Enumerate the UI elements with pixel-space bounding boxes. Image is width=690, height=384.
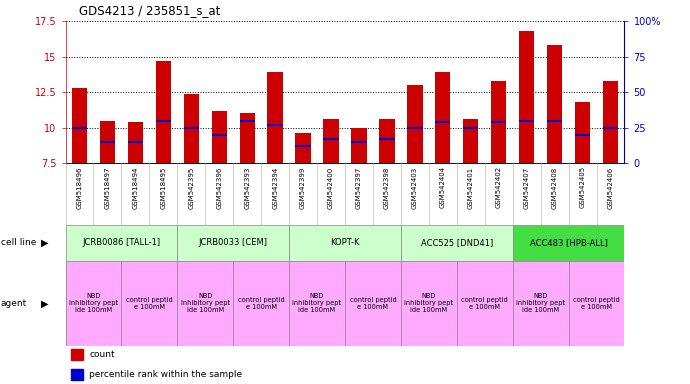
Bar (66, 261, 121, 346)
Text: JCRB0086 [TALL-1]: JCRB0086 [TALL-1] (82, 238, 161, 247)
Bar (295, 133, 310, 163)
Bar (121, 261, 177, 346)
Bar (435, 121, 451, 123)
Bar (295, 145, 310, 147)
Bar (351, 141, 366, 143)
Bar (289, 225, 401, 261)
Bar (184, 127, 199, 129)
Bar (513, 261, 569, 346)
Text: NBD
inhibitory pept
ide 100mM: NBD inhibitory pept ide 100mM (516, 293, 565, 313)
Bar (345, 261, 401, 346)
Bar (177, 261, 233, 346)
Text: NBD
inhibitory pept
ide 100mM: NBD inhibitory pept ide 100mM (69, 293, 118, 313)
Bar (380, 119, 395, 163)
Bar (401, 225, 513, 261)
Bar (519, 119, 534, 122)
Bar (184, 94, 199, 163)
Text: NBD
inhibitory pept
ide 100mM: NBD inhibitory pept ide 100mM (404, 293, 453, 313)
Bar (212, 134, 227, 136)
Text: GSM542402: GSM542402 (495, 166, 502, 209)
Text: count: count (89, 350, 115, 359)
Text: GSM542408: GSM542408 (551, 166, 558, 209)
Bar (380, 138, 395, 140)
Text: control peptid
e 100mM: control peptid e 100mM (462, 297, 508, 310)
Bar (324, 138, 339, 140)
Text: GSM542403: GSM542403 (412, 166, 418, 209)
Text: GSM518495: GSM518495 (160, 166, 166, 209)
Text: NBD
inhibitory pept
ide 100mM: NBD inhibitory pept ide 100mM (181, 293, 230, 313)
Bar (66, 225, 177, 261)
Bar (72, 127, 87, 129)
Text: GSM542405: GSM542405 (580, 166, 586, 209)
Bar (128, 122, 143, 163)
Bar (100, 121, 115, 163)
Text: GDS4213 / 235851_s_at: GDS4213 / 235851_s_at (79, 4, 221, 17)
Bar (575, 102, 590, 163)
Text: GSM542407: GSM542407 (524, 166, 530, 209)
Bar (463, 119, 478, 163)
Text: GSM542395: GSM542395 (188, 166, 195, 209)
Text: control peptid
e 100mM: control peptid e 100mM (350, 297, 396, 310)
Text: ACC483 [HPB-ALL]: ACC483 [HPB-ALL] (530, 238, 607, 247)
Bar (491, 81, 506, 163)
Bar (324, 119, 339, 163)
Bar (519, 31, 534, 163)
Text: GSM542404: GSM542404 (440, 166, 446, 209)
Bar (233, 261, 289, 346)
Text: ▶: ▶ (41, 238, 49, 248)
Text: GSM542394: GSM542394 (272, 166, 278, 209)
Bar (239, 119, 255, 122)
Text: control peptid
e 100mM: control peptid e 100mM (126, 297, 172, 310)
Bar (71, 349, 83, 360)
Bar (407, 127, 422, 129)
Text: GSM542396: GSM542396 (216, 166, 222, 209)
Text: GSM542400: GSM542400 (328, 166, 334, 209)
Bar (603, 81, 618, 163)
Bar (268, 72, 283, 163)
Text: GSM518494: GSM518494 (132, 166, 139, 209)
Text: GSM542398: GSM542398 (384, 166, 390, 209)
Bar (401, 261, 457, 346)
Text: ▶: ▶ (41, 298, 49, 308)
Text: control peptid
e 100mM: control peptid e 100mM (573, 297, 620, 310)
Bar (156, 61, 171, 163)
Bar (603, 127, 618, 129)
Bar (72, 88, 87, 163)
Bar (289, 261, 345, 346)
Bar (457, 261, 513, 346)
Bar (547, 45, 562, 163)
Bar (575, 134, 590, 136)
Text: GSM518497: GSM518497 (104, 166, 110, 209)
Bar (569, 261, 624, 346)
Text: ACC525 [DND41]: ACC525 [DND41] (421, 238, 493, 247)
Bar (513, 225, 624, 261)
Bar (407, 85, 422, 163)
Bar (268, 124, 283, 126)
Bar (463, 127, 478, 129)
Text: control peptid
e 100mM: control peptid e 100mM (238, 297, 284, 310)
Bar (128, 141, 143, 143)
Bar (547, 119, 562, 122)
Text: agent: agent (1, 299, 27, 308)
Text: GSM542401: GSM542401 (468, 166, 474, 209)
Text: cell line: cell line (1, 238, 36, 247)
Text: JCRB0033 [CEM]: JCRB0033 [CEM] (199, 238, 268, 247)
Text: KOPT-K: KOPT-K (331, 238, 359, 247)
Bar (100, 141, 115, 143)
Text: GSM542399: GSM542399 (300, 166, 306, 209)
Bar (239, 114, 255, 163)
Text: GSM542406: GSM542406 (607, 166, 613, 209)
Text: GSM542393: GSM542393 (244, 166, 250, 209)
Text: NBD
inhibitory pept
ide 100mM: NBD inhibitory pept ide 100mM (293, 293, 342, 313)
Text: percentile rank within the sample: percentile rank within the sample (89, 370, 242, 379)
Bar (212, 111, 227, 163)
Bar (351, 127, 366, 163)
Bar (491, 121, 506, 123)
Text: GSM518496: GSM518496 (77, 166, 83, 209)
Text: GSM542397: GSM542397 (356, 166, 362, 209)
Bar (156, 119, 171, 122)
Bar (177, 225, 289, 261)
Bar (71, 369, 83, 380)
Bar (435, 72, 451, 163)
